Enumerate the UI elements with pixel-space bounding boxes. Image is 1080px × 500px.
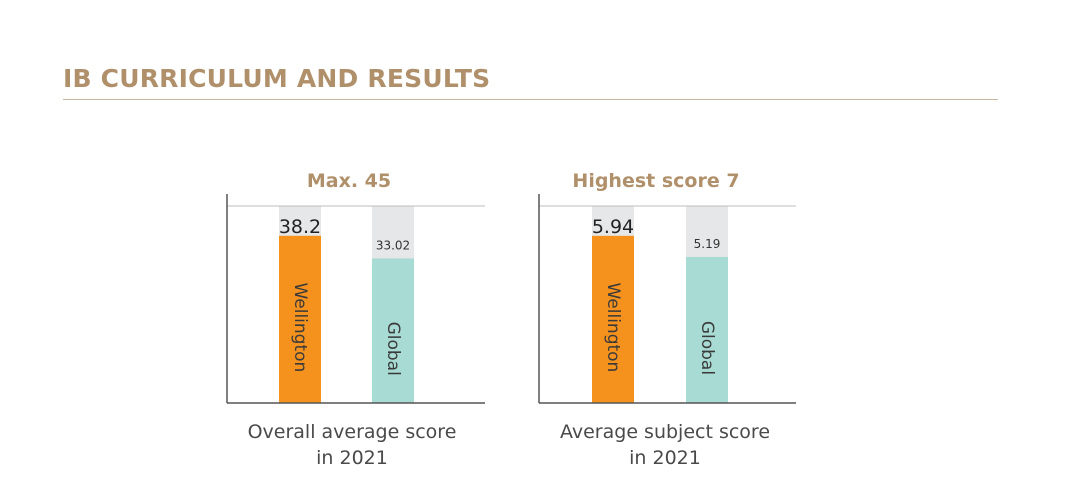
page-title: IB CURRICULUM AND RESULTS [63, 64, 491, 93]
chart1-bar-global [372, 258, 414, 403]
chart2-caption-line-2: in 2021 [629, 447, 701, 469]
chart1-value-label-wellington: 38.2 [279, 216, 321, 238]
chart1-caption-line-1: Overall average score [248, 421, 457, 443]
chart2-bar-wellington [592, 235, 634, 403]
chart1-value-label-global: 33.02 [376, 238, 410, 252]
chart2-title: Highest score 7 [572, 170, 739, 192]
chart2-value-label-global: 5.19 [694, 237, 721, 251]
chart2-bar-global [686, 256, 728, 403]
chart1-category-label-wellington: Wellington [290, 282, 310, 372]
chart2-caption-line-1: Average subject score [560, 421, 770, 443]
chart2-category-label-wellington: Wellington [603, 282, 623, 372]
title-divider [63, 99, 998, 100]
chart1-bar-wellington [279, 235, 321, 403]
chart1-category-label-global: Global [383, 322, 403, 376]
chart1-caption-line-2: in 2021 [316, 447, 388, 469]
chart2-value-label-wellington: 5.94 [592, 216, 634, 238]
chart1-title: Max. 45 [307, 170, 391, 192]
chart2-category-label-global: Global [697, 321, 717, 375]
